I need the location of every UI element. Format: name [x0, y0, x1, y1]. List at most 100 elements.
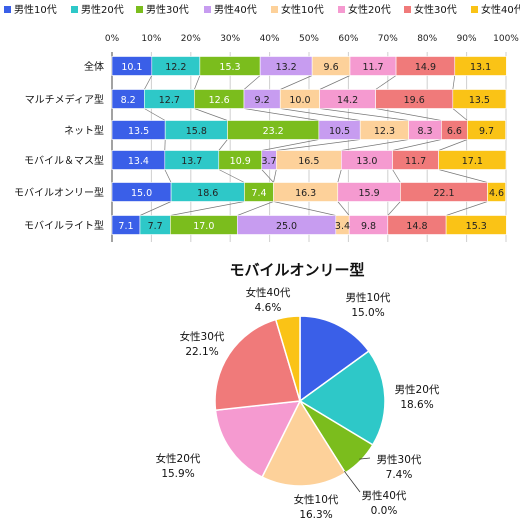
bar-label-r1-s1: 12.7 — [159, 95, 180, 106]
bar-seg-r3-s7 — [438, 150, 507, 170]
pie-label-value-6: 22.1% — [185, 346, 218, 358]
pie-labels: 男性10代 15.0% 男性20代 18.6% 男性30代 7.4% 男性40代 0.0% 女性… — [156, 286, 440, 521]
connector-r3-k1 — [164, 169, 172, 183]
bar-seg-r4-s7 — [487, 182, 506, 202]
connector-r0-k4 — [280, 75, 313, 90]
bar-label-r4-s6: 22.1 — [433, 188, 454, 199]
bar-seg-r0-s7 — [454, 56, 507, 76]
connector-r0-k5 — [319, 75, 351, 90]
x-tick-label-1: 10% — [141, 34, 161, 44]
connector-r0-k1 — [143, 75, 153, 90]
connector-r0-k7 — [452, 75, 456, 90]
connector-r0-k2 — [194, 75, 201, 90]
connector-r4-k7 — [445, 201, 488, 216]
pie-slice-4 — [261, 399, 347, 487]
bar-label-r5-s5: 9.8 — [361, 221, 376, 232]
bar-label-r4-s0: 15.0 — [131, 188, 152, 199]
pie-slice-5 — [214, 400, 302, 479]
pie-label-name-7: 女性40代 — [246, 286, 291, 299]
x-tick-label-5: 50% — [299, 34, 319, 44]
bar-label-r2-s0: 13.5 — [128, 126, 149, 137]
connector-r4-k1 — [139, 201, 172, 216]
legend-swatch-3 — [204, 6, 211, 13]
legend-label-0: 男性10代 — [14, 3, 57, 16]
pie-chart: モバイルオンリー型 男性10代15.0%男性20代18.6%男性30代7.4%男… — [156, 261, 440, 521]
category-label-4: モバイルオンリー型 — [14, 186, 104, 199]
bar-label-r5-s1: 7.7 — [148, 221, 163, 232]
connector-r1-k2 — [194, 108, 228, 121]
connector-r3-k2 — [218, 169, 245, 183]
x-tick-label-4: 40% — [260, 34, 280, 44]
category-label-0: 全体 — [84, 60, 104, 73]
pie-label-value-0: 15.0% — [351, 307, 384, 319]
stacked-bar-chart: 0% 10% 20% 30% 40% 50% 60% 70% 80% 90% 100% 全体マルチメ… — [14, 34, 519, 242]
x-tick-label-2: 20% — [181, 34, 201, 44]
legend-label-2: 男性30代 — [146, 3, 189, 16]
pie-label-name-4: 女性10代 — [294, 493, 339, 506]
bar-label-r1-s2: 12.6 — [209, 95, 230, 106]
pie-leader-2 — [359, 457, 371, 460]
bar-seg-r2-s7 — [467, 120, 506, 140]
pie-leader-lines — [343, 457, 371, 493]
pie-slice-7 — [274, 315, 301, 402]
connector-lines — [139, 75, 488, 216]
connector-r2-k5 — [341, 139, 409, 151]
pie-slices — [214, 315, 386, 487]
pie-label-value-1: 18.6% — [400, 399, 433, 411]
x-tick-label-0: 0% — [105, 34, 120, 44]
legend-swatch-7 — [471, 6, 478, 13]
pie-title: モバイルオンリー型 — [229, 261, 364, 279]
legend-label-5: 女性20代 — [348, 3, 391, 16]
connector-r3-k3 — [261, 169, 274, 183]
connector-r4-k4 — [273, 201, 336, 216]
bar-label-r3-s2: 10.9 — [230, 156, 251, 167]
bar-label-r1-s4: 10.0 — [289, 95, 310, 106]
pie-leader-3 — [343, 470, 361, 493]
bar-value-labels: 10.1 12.2 15.3 13.2 9.6 11.7 14.9 13.1 8.2 12.7 12… — [118, 62, 504, 232]
legend-swatch-1 — [71, 6, 78, 13]
bar-label-r0-s6: 14.9 — [415, 62, 436, 73]
bar-label-r0-s1: 12.2 — [165, 62, 186, 73]
legend-label-6: 女性30代 — [414, 3, 457, 16]
bar-label-r5-s2: 17.0 — [193, 221, 214, 232]
bar-seg-r1-s7 — [452, 89, 507, 109]
grid — [111, 52, 507, 242]
pie-label-value-4: 16.3% — [299, 509, 332, 521]
connector-r2-k3 — [261, 139, 319, 151]
bar-label-r2-s6: 6.6 — [447, 126, 462, 137]
legend-label-4: 女性10代 — [281, 3, 324, 16]
pie-label-name-2: 男性30代 — [377, 453, 422, 466]
pie-label-value-3: 0.0% — [371, 505, 398, 517]
legend-swatch-5 — [338, 6, 345, 13]
category-label-1: マルチメディア型 — [25, 93, 104, 106]
bar-label-r5-s3: 25.0 — [276, 221, 297, 232]
legend-swatch-6 — [404, 6, 411, 13]
bars — [111, 56, 507, 235]
pie-label-name-6: 女性30代 — [180, 330, 225, 343]
connector-r1-k5 — [319, 108, 409, 121]
connector-r3-k7 — [438, 169, 488, 183]
bar-label-r5-s6: 14.8 — [406, 221, 427, 232]
x-tick-label-8: 80% — [417, 34, 437, 44]
pie-label-value-7: 4.6% — [255, 302, 282, 314]
connector-r0-k3 — [243, 75, 261, 90]
bar-label-r3-s0: 13.4 — [128, 156, 149, 167]
bar-label-r2-s4: 12.3 — [374, 126, 395, 137]
bar-label-r1-s3: 9.2 — [255, 95, 270, 106]
connector-r2-k4 — [276, 139, 361, 151]
legend-label-3: 男性40代 — [214, 3, 257, 16]
pie-label-name-5: 女性20代 — [156, 452, 201, 465]
legend-swatch-0 — [4, 6, 11, 13]
pie-label-name-0: 男性10代 — [346, 291, 391, 304]
bar-label-r3-s3: 3.7 — [261, 156, 276, 167]
bar-seg-r5-s7 — [445, 215, 507, 235]
bar-label-r5-s4: 3.4 — [335, 221, 350, 232]
x-tick-label-3: 30% — [220, 34, 240, 44]
connector-r2-k6 — [392, 139, 442, 151]
bar-label-r2-s2: 23.2 — [263, 126, 284, 137]
category-label-5: モバイルライト型 — [24, 219, 104, 232]
bar-label-r2-s7: 9.7 — [479, 126, 494, 137]
x-tick-label-7: 70% — [378, 34, 398, 44]
connector-r4-k2 — [170, 201, 245, 216]
